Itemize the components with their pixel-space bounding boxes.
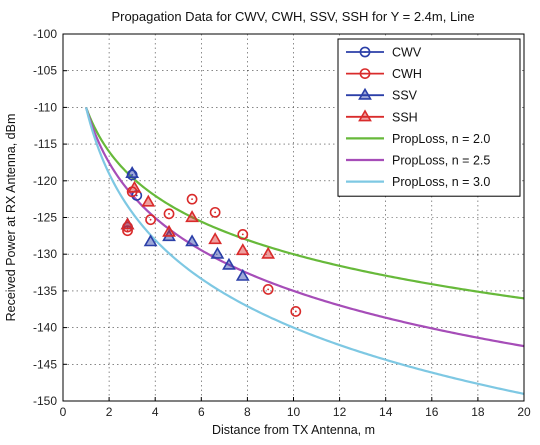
y-tick-label: -120	[33, 174, 57, 188]
axis-ticks: 0 2 4 6 8 10 12 14 16 18 20 -100 -105 -110 -115 -120 -12…	[33, 27, 531, 419]
point-ssh	[120, 217, 135, 230]
legend-marker-cwh	[359, 68, 371, 79]
y-tick-label: -140	[33, 321, 57, 335]
point-ssh	[141, 194, 156, 207]
point-ssh	[208, 232, 223, 245]
legend-marker-cwv	[359, 46, 371, 58]
y-axis-title: Received Power at RX Antenna, dBm	[4, 114, 18, 322]
point-cwh	[290, 306, 302, 317]
point-ssh	[261, 246, 276, 259]
legend: CWV CWH SSV SSH PropLoss, n = 2.0 PropLoss, n…	[337, 38, 521, 197]
chart-title: Propagation Data for CWV, CWH, SSV, SSH …	[111, 9, 474, 24]
y-tick-label: -150	[33, 394, 57, 408]
x-tick-label: 14	[379, 405, 393, 419]
point-ssv	[125, 166, 140, 179]
y-tick-label: -135	[33, 284, 57, 298]
point-cwh	[186, 193, 198, 205]
y-tick-label: -100	[33, 27, 57, 41]
point-ssv	[185, 234, 199, 247]
x-axis-title: Distance from TX Antenna, m	[212, 423, 375, 437]
point-ssh	[162, 224, 176, 237]
point-ssv	[143, 234, 158, 247]
point-cwh	[163, 208, 175, 220]
legend-label-cwv: CWV	[392, 46, 422, 60]
y-tick-label: -130	[33, 247, 57, 261]
measurement-markers	[120, 166, 302, 317]
line-proploss-n-2-5	[84, 107, 525, 348]
x-tick-label: 16	[425, 405, 439, 419]
y-tick-label: -145	[33, 357, 57, 371]
legend-label-ssv: SSV	[392, 89, 418, 103]
y-tick-label: -110	[34, 100, 57, 114]
legend-marker-ssh	[358, 109, 372, 122]
x-tick-label: 6	[198, 405, 205, 419]
x-tick-label: 20	[517, 405, 531, 419]
y-tick-label: -105	[33, 64, 57, 78]
legend-label-ssh: SSH	[392, 110, 418, 124]
point-ssv	[222, 257, 236, 270]
x-tick-label: 4	[152, 405, 159, 419]
point-cwh	[237, 228, 249, 240]
legend-box	[337, 38, 521, 197]
point-cwh	[122, 225, 133, 237]
x-tick-label: 18	[471, 405, 485, 419]
point-ssh	[185, 210, 199, 223]
x-tick-label: 0	[60, 405, 67, 419]
point-ssh	[127, 180, 142, 193]
point-ssh	[235, 243, 250, 256]
legend-label-proploss-n-2-0: PropLoss, n = 2.0	[392, 132, 490, 146]
propagation-curves	[84, 107, 525, 395]
x-tick-label: 2	[106, 405, 113, 419]
legend-label-proploss-n-3-0: PropLoss, n = 3.0	[392, 175, 490, 189]
point-cwh	[145, 214, 156, 226]
point-ssv	[235, 268, 250, 281]
line-proploss-n-3-0	[84, 107, 525, 395]
point-ssv	[210, 246, 225, 259]
legend-label-proploss-n-2-5: PropLoss, n = 2.5	[392, 154, 490, 168]
point-cwh	[262, 284, 274, 295]
legend-label-cwh: CWH	[392, 67, 422, 81]
x-tick-label: 12	[333, 405, 347, 419]
x-tick-label: 8	[244, 405, 251, 419]
line-proploss-n-2-0	[85, 107, 525, 300]
y-tick-label: -125	[33, 211, 57, 225]
x-tick-label: 10	[287, 405, 301, 419]
legend-marker-ssv	[358, 87, 372, 100]
y-tick-label: -115	[34, 137, 57, 151]
point-cwh	[209, 206, 221, 218]
